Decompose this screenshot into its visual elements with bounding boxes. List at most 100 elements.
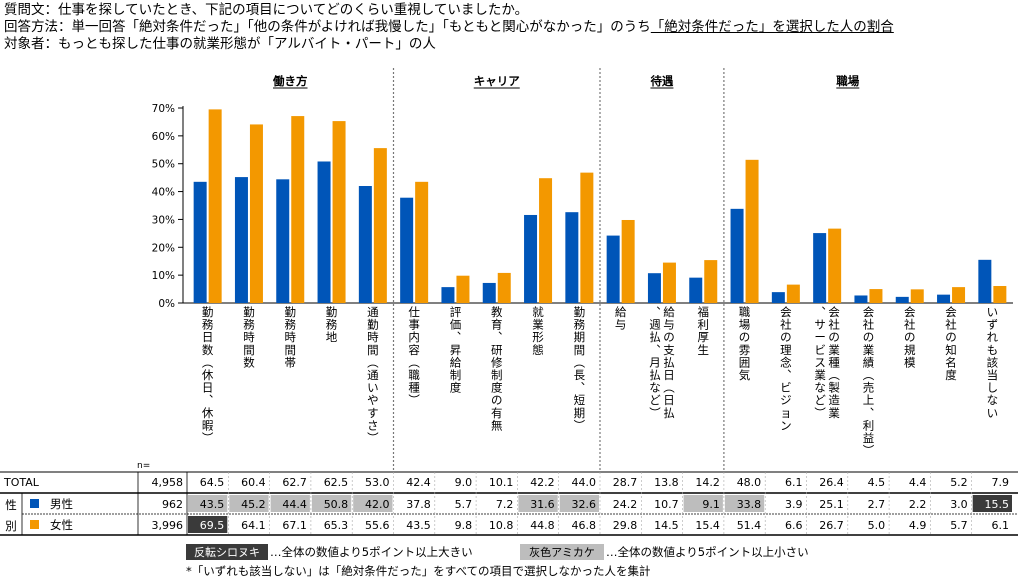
bar-female — [993, 286, 1007, 303]
category-label: 就業形態 — [532, 305, 544, 357]
highlight-dark — [972, 495, 1012, 512]
y-tick-label: 10% — [152, 270, 175, 282]
series-value: 31.6 — [530, 498, 555, 511]
category-label: 勤務地 — [326, 305, 338, 344]
series-value: 65.3 — [324, 519, 349, 532]
bar-male — [358, 186, 372, 303]
legend-gray-label: 灰色アミカケ — [529, 545, 595, 559]
category-label: 評価︑昇給制度 — [450, 305, 462, 395]
total-value: 7.9 — [992, 476, 1010, 489]
series-value: 24.2 — [613, 498, 638, 511]
highlight-gray — [683, 495, 723, 512]
series-value: 10.8 — [489, 519, 514, 532]
series-value: 42.0 — [365, 498, 390, 511]
side-label: 性 — [5, 498, 17, 512]
highlight-dark — [188, 516, 228, 533]
series-name: 女性 — [50, 518, 73, 532]
bar-female — [332, 121, 346, 303]
bar-male — [317, 161, 331, 303]
category-label: 福利厚生 — [698, 305, 710, 357]
category-label: 勤務時間帯 — [285, 305, 297, 369]
bar-male — [895, 296, 909, 303]
total-value: 42.4 — [406, 476, 431, 489]
bar-female — [828, 228, 842, 303]
highlight-gray — [724, 495, 765, 512]
category-label: いずれも該当しない — [987, 305, 999, 420]
y-tick-label: 40% — [152, 187, 175, 199]
bar-male — [524, 214, 538, 303]
category-label: ︑週払︑月払など︶ — [649, 305, 661, 420]
total-value: 6.1 — [785, 476, 803, 489]
y-tick-label: 20% — [152, 242, 175, 254]
legend-swatch-female — [30, 520, 39, 529]
bar-female — [621, 219, 635, 303]
total-value: 42.2 — [530, 476, 555, 489]
legend-gray-box — [520, 544, 604, 560]
bar-female — [456, 275, 470, 303]
series-value: 9.1 — [702, 498, 720, 511]
highlight-gray — [353, 495, 393, 512]
bar-male — [978, 259, 992, 303]
bar-female — [952, 287, 966, 303]
total-value: 5.2 — [950, 476, 968, 489]
method-underlined: 「絶対条件だった」を選択した人の割合 — [650, 19, 894, 35]
bar-female — [786, 284, 800, 303]
bar-female — [497, 272, 511, 303]
highlight-gray — [559, 495, 599, 512]
y-tick-label: 60% — [152, 131, 175, 143]
total-value: 64.5 — [200, 476, 225, 489]
total-value: 13.8 — [654, 476, 679, 489]
bar-male — [400, 197, 414, 303]
series-value: 4.9 — [909, 519, 927, 532]
bar-male — [730, 208, 744, 303]
series-value: 67.1 — [282, 519, 307, 532]
series-value: 44.8 — [530, 519, 555, 532]
highlight-gray — [270, 495, 310, 512]
series-value: 14.5 — [654, 519, 679, 532]
highlight-gray — [188, 495, 228, 512]
bar-female — [539, 178, 553, 303]
total-value: 62.7 — [282, 476, 307, 489]
question-text: 質問文：仕事を探していたとき、下記の項目についてどのくらい重視していましたか。 — [4, 2, 529, 18]
series-value: 5.7 — [455, 498, 473, 511]
total-n: 4,958 — [152, 476, 184, 489]
total-value: 9.0 — [455, 476, 473, 489]
series-value: 3.9 — [785, 498, 803, 511]
series-value: 37.8 — [406, 498, 431, 511]
series-value: 5.0 — [868, 519, 886, 532]
series-value: 6.6 — [785, 519, 803, 532]
bar-male — [482, 282, 496, 303]
category-label: 通勤時間︵通いやすさ︶ — [367, 305, 379, 445]
series-value: 15.4 — [695, 519, 720, 532]
y-tick-label: 70% — [152, 103, 175, 115]
series-n: 3,996 — [152, 519, 184, 532]
series-value: 33.8 — [737, 498, 762, 511]
category-label: 会社の業種︵製造業 — [828, 305, 840, 420]
bar-female — [662, 262, 676, 303]
bar-male — [234, 177, 248, 303]
bar-male — [937, 294, 951, 303]
series-value: 32.6 — [572, 498, 597, 511]
total-value: 60.4 — [241, 476, 266, 489]
total-value: 4.4 — [909, 476, 927, 489]
y-tick-label: 30% — [152, 214, 175, 226]
method-text: 回答方法：単一回答「絶対条件だった」「他の条件がよければ我慢した」「もともと関心… — [4, 19, 894, 35]
bar-male — [193, 181, 207, 303]
highlight-gray — [518, 495, 558, 512]
total-value: 4.5 — [868, 476, 886, 489]
category-label: 勤務日数︵休日︑休暇︶ — [202, 305, 214, 445]
total-value: 28.7 — [613, 476, 638, 489]
footnote: *「いずれも該当しない」は「絶対条件だった」をすべての項目で選択しなかった人を集… — [186, 564, 650, 578]
bar-female — [373, 148, 387, 303]
series-value: 5.7 — [950, 519, 968, 532]
bar-female — [745, 159, 759, 303]
category-label: 給与 — [615, 305, 627, 332]
bar-male — [647, 273, 661, 303]
total-value: 62.5 — [324, 476, 349, 489]
category-label: 会社の知名度 — [945, 305, 957, 382]
legend-dark-label: 反転シロヌキ — [194, 546, 260, 559]
group-label: キャリア — [474, 74, 520, 88]
series-value: 15.5 — [985, 498, 1010, 511]
y-tick-label: 50% — [152, 159, 175, 171]
side-label: 別 — [5, 519, 17, 533]
